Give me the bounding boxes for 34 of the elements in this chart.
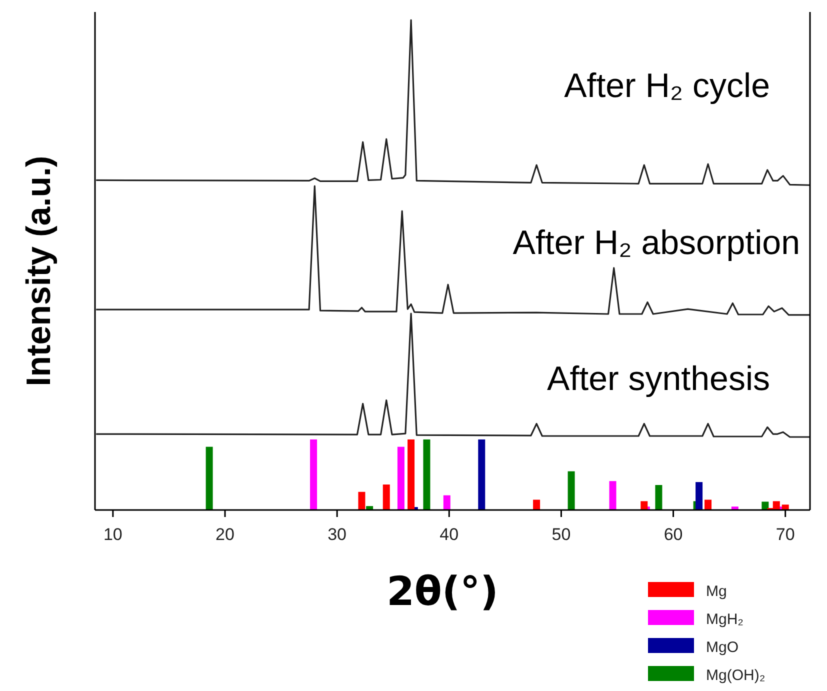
bar	[443, 495, 450, 510]
bar	[533, 500, 540, 510]
legend-label: MgO	[706, 639, 739, 656]
bar	[782, 504, 789, 510]
bar	[206, 446, 213, 510]
bar	[423, 439, 430, 510]
legend-label: MgH₂	[706, 611, 744, 628]
x-tick-label: 20	[216, 525, 234, 544]
bar	[696, 482, 703, 510]
bar	[358, 492, 366, 510]
legend-label: Mg(OH)₂	[706, 667, 766, 684]
legend-label: Mg	[706, 583, 727, 600]
bar	[655, 485, 662, 510]
bar	[640, 501, 648, 510]
y-axis-title: Intensity (a.u.)	[20, 156, 58, 386]
bar	[704, 500, 712, 510]
bar	[478, 439, 486, 510]
x-tick-label: 10	[103, 525, 122, 544]
bar	[568, 471, 575, 510]
bar	[310, 439, 318, 510]
x-axis-title: 2θ(°)	[386, 569, 498, 615]
x-tick-label: 40	[440, 525, 459, 544]
series-label: After H₂ cycle	[564, 67, 770, 105]
x-tick-label: 50	[552, 525, 571, 544]
x-tick-label: 30	[328, 525, 347, 544]
bar	[408, 439, 415, 510]
bar	[609, 481, 616, 510]
x-tick-label: 70	[776, 525, 795, 544]
bar	[762, 502, 769, 510]
bar	[397, 446, 404, 510]
series-label: After H₂ absorption	[512, 224, 800, 262]
x-tick-label: 60	[664, 525, 683, 544]
series-label: After synthesis	[547, 360, 770, 398]
bar	[382, 484, 390, 510]
